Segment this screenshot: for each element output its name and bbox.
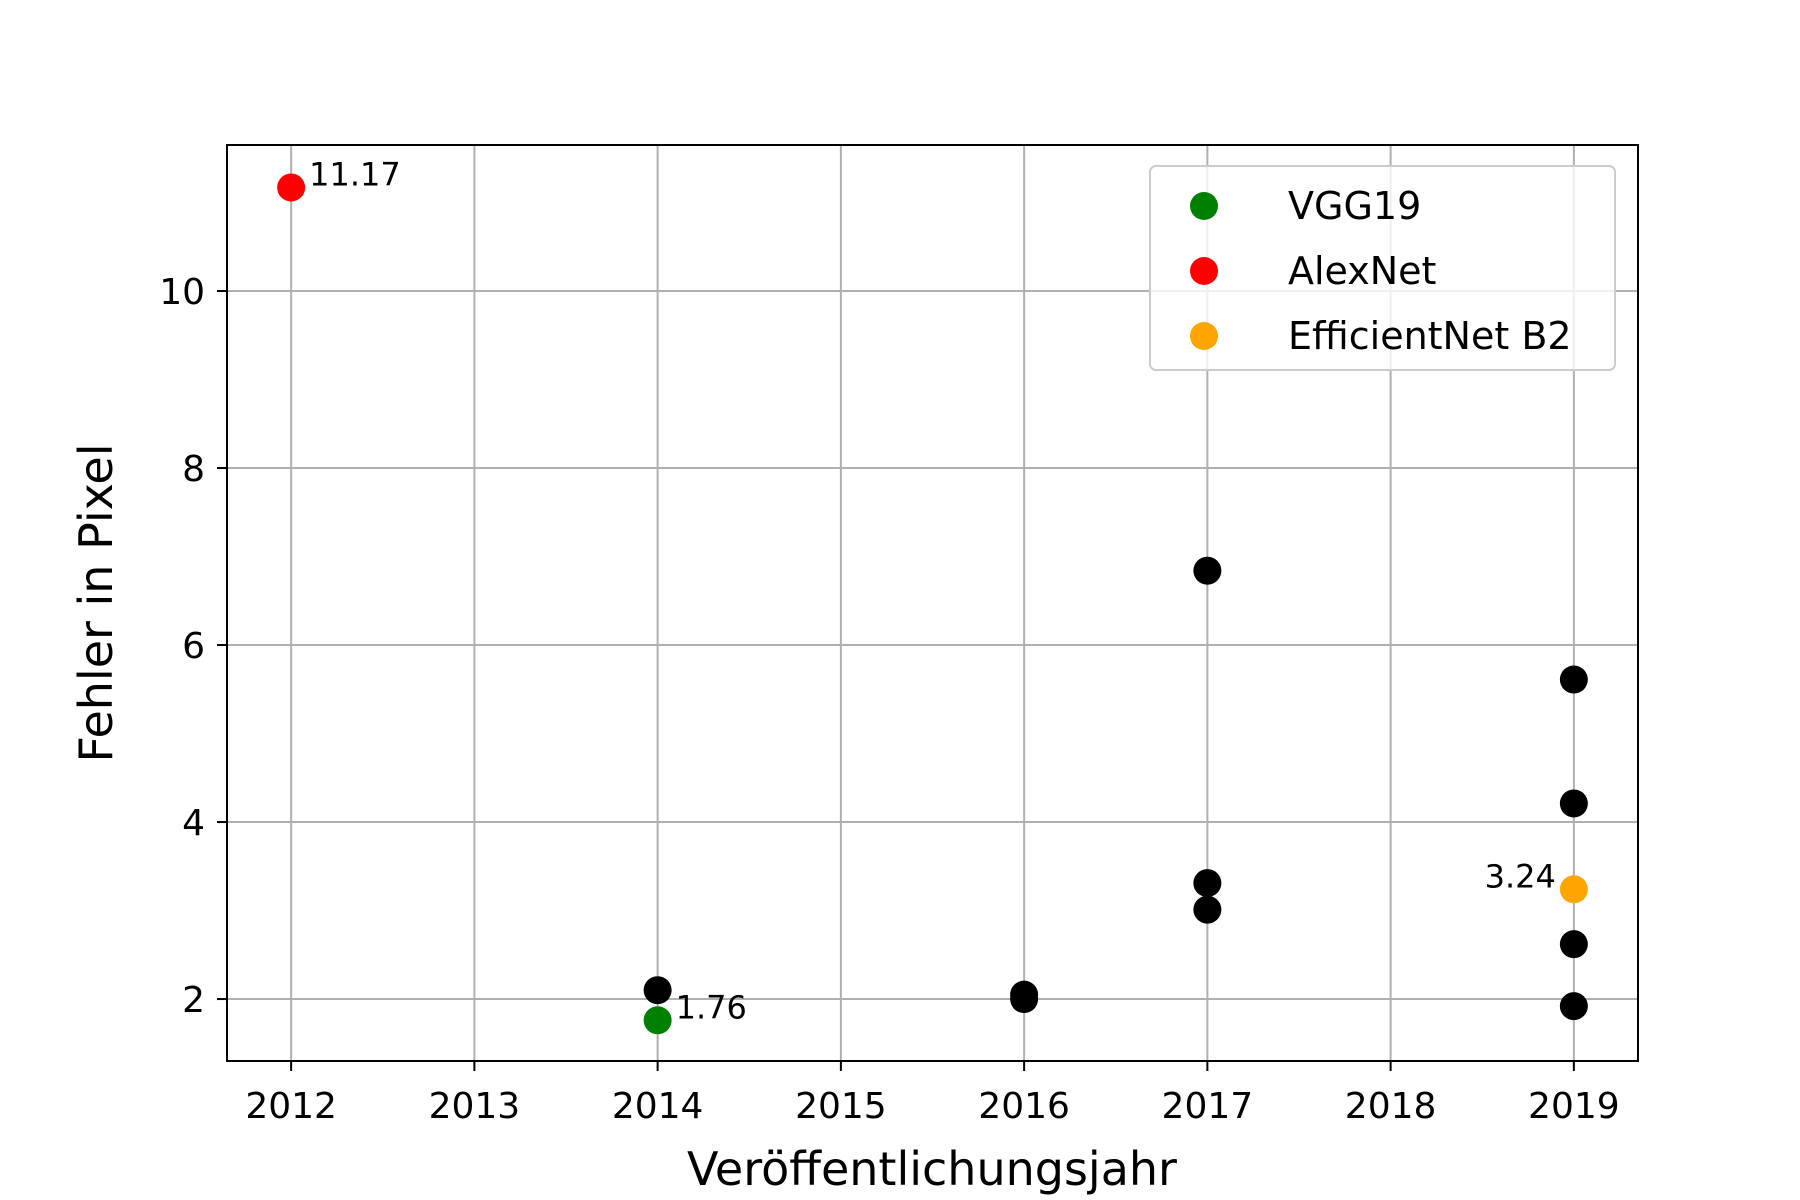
y-axis-title: Fehler in Pixel (69, 444, 123, 763)
data-point (1193, 556, 1222, 585)
x-tick-label: 2012 (245, 1086, 337, 1127)
points-layer (277, 173, 1588, 1035)
x-tick-label: 2014 (612, 1086, 704, 1127)
x-tick-label: 2018 (1345, 1086, 1437, 1127)
x-tick-label: 2015 (795, 1086, 887, 1127)
x-tick-label: 2013 (429, 1086, 521, 1127)
x-axis-title: Veröffentlichungsjahr (687, 1142, 1177, 1196)
data-point (1559, 789, 1588, 818)
data-point (1559, 930, 1588, 959)
y-tick-label: 8 (182, 449, 205, 490)
data-point (1559, 992, 1588, 1021)
data-label: 11.17 (309, 155, 401, 193)
x-tick-label: 2016 (978, 1086, 1070, 1127)
tick-layer: 2012 2013 2014 2015 2016 2017 2018 2019 2 4 6 8 10 (159, 272, 1619, 1127)
y-tick-label: 10 (159, 272, 205, 313)
legend-label: EfficientNet B2 (1288, 314, 1572, 358)
legend-marker (1190, 322, 1218, 350)
data-point (1010, 985, 1039, 1014)
plot-frame (226, 144, 1639, 1062)
data-label: 3.24 (1485, 857, 1556, 895)
y-tick-label: 6 (182, 626, 205, 667)
data-point (643, 976, 672, 1005)
legend-label: AlexNet (1288, 249, 1436, 293)
data-point (1559, 875, 1588, 904)
data-point (277, 173, 306, 202)
legend-marker (1190, 192, 1218, 220)
data-point (643, 1006, 672, 1035)
legend-label: VGG19 (1288, 184, 1421, 228)
y-tick-label: 2 (182, 980, 205, 1021)
data-label: 1.76 (676, 988, 747, 1026)
data-point (1193, 869, 1222, 898)
x-tick-label: 2017 (1162, 1086, 1254, 1127)
legend: VGG19 AlexNet EfficientNet B2 (1149, 165, 1616, 371)
data-point (1193, 895, 1222, 924)
legend-marker (1190, 257, 1218, 285)
y-tick-label: 4 (182, 803, 205, 844)
x-tick-label: 2019 (1528, 1086, 1620, 1127)
data-point (1559, 665, 1588, 694)
legend-box (1149, 165, 1616, 371)
annotation-layer: 1.76 11.17 3.24 (309, 155, 1556, 1026)
